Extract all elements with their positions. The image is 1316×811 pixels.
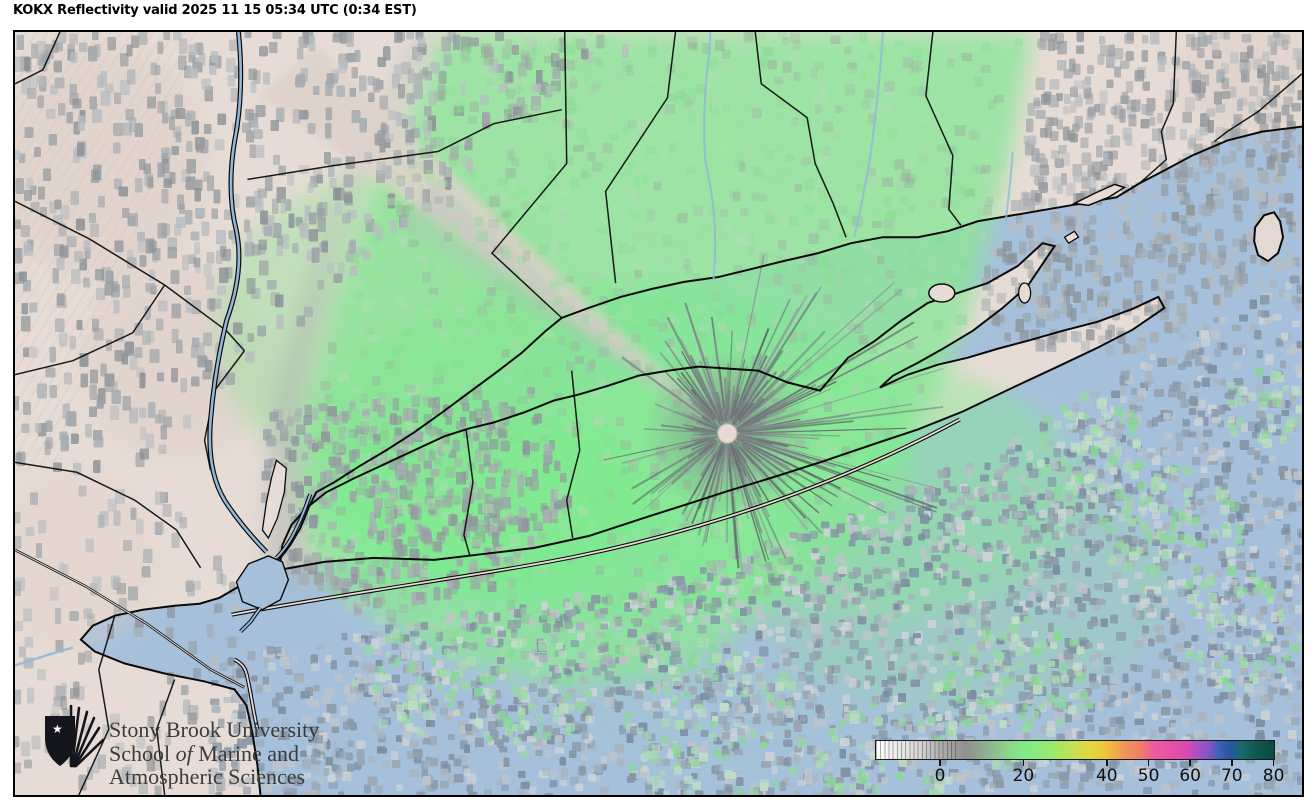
university-logo: ★ Stony Brook University School of Marin… xyxy=(41,704,319,789)
colorbar-tick-label: 0 xyxy=(934,766,946,786)
colorbar-tick-label: 40 xyxy=(1095,766,1118,786)
radar-site-marker xyxy=(717,423,738,444)
colorbar-tick xyxy=(1147,760,1150,766)
radar-map: ★ Stony Brook University School of Marin… xyxy=(13,30,1304,797)
colorbar-tick xyxy=(1231,760,1233,766)
map-canvas xyxy=(15,32,1302,795)
page-title: KOKX Reflectivity valid 2025 11 15 05:34… xyxy=(13,3,417,18)
colorbar-tick-label: 80 xyxy=(1262,766,1285,786)
university-shield-icon: ★ xyxy=(45,704,105,768)
colorbar-tick xyxy=(1022,760,1025,766)
colorbar-tick-label: 60 xyxy=(1179,766,1202,786)
logo-line-2: School of Marine and xyxy=(109,740,300,766)
clutter-speckle-layer xyxy=(15,32,1302,795)
university-logo-text: Stony Brook University School of Marine … xyxy=(109,718,319,789)
colorbar-tick xyxy=(1189,760,1191,766)
colorbar-tick-label: 50 xyxy=(1137,766,1160,786)
colorbar-tick xyxy=(1106,760,1108,766)
boundary-layer xyxy=(15,32,1302,795)
colorbar-tick-label: 20 xyxy=(1012,766,1035,786)
colorbar-tick xyxy=(1272,760,1275,766)
logo-line-1: Stony Brook University xyxy=(109,717,320,742)
logo-line-3: Atmospheric Sciences xyxy=(109,764,306,789)
logo-rays-icon xyxy=(69,704,105,768)
reflectivity-colorbar: 0 20 40 50 60 70 80 xyxy=(875,740,1284,788)
colorbar-tick xyxy=(939,760,941,766)
colorbar-gradient xyxy=(875,740,1275,760)
colorbar-tick-label: 70 xyxy=(1220,766,1243,786)
colorbar-segment-lines xyxy=(876,741,958,759)
